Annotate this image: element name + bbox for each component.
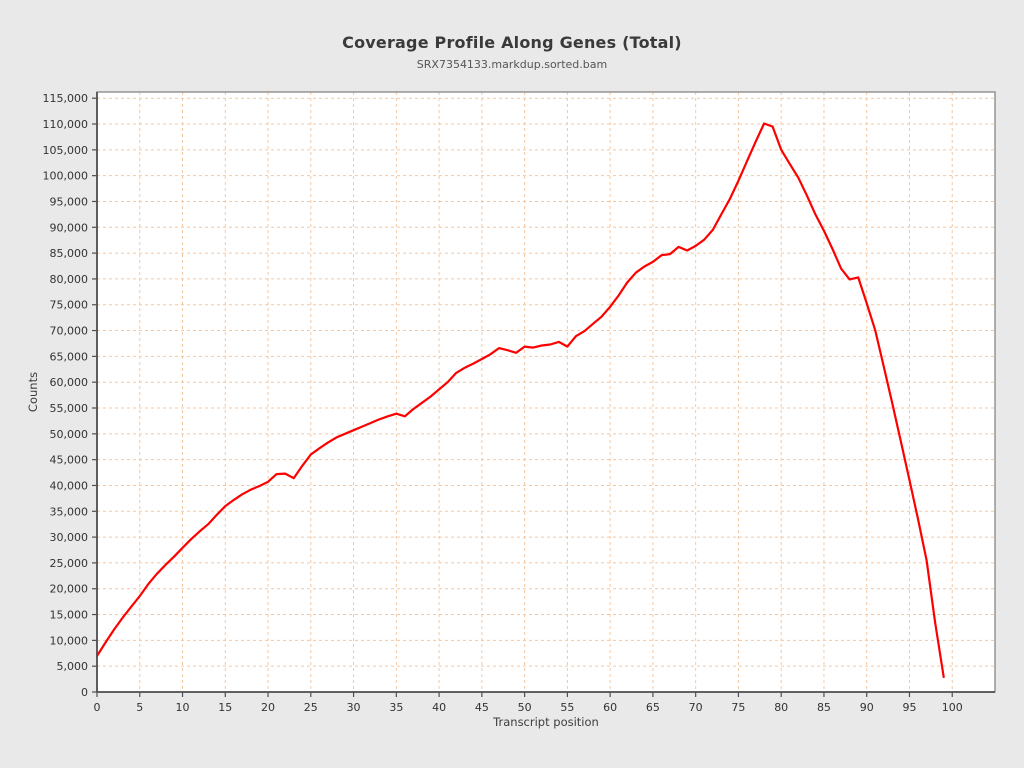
y-tick-label: 30,000 (50, 531, 89, 544)
x-tick-label: 20 (261, 701, 275, 714)
x-tick-label: 15 (218, 701, 232, 714)
y-tick-label: 100,000 (43, 170, 89, 183)
y-tick-label: 65,000 (50, 350, 89, 363)
y-tick-label: 35,000 (50, 505, 89, 518)
x-tick-label: 95 (902, 701, 916, 714)
y-tick-label: 25,000 (50, 557, 89, 570)
coverage-line (95, 122, 945, 679)
y-tick-label: 75,000 (50, 299, 89, 312)
y-tick-label: 45,000 (50, 454, 89, 467)
x-tick-label: 35 (389, 701, 403, 714)
y-tick-label: 20,000 (50, 583, 89, 596)
y-tick-label: 90,000 (50, 221, 89, 234)
plot-area (97, 92, 995, 692)
x-tick-label: 70 (689, 701, 703, 714)
x-tick-label: 45 (475, 701, 489, 714)
tick-labels: 0 5,000 10,000 15,000 20,000 25,000 30,000 35,0… (43, 92, 963, 714)
y-tick-label: 15,000 (50, 609, 89, 622)
y-tick-label: 70,000 (50, 325, 89, 338)
x-tick-label: 60 (603, 701, 617, 714)
y-tick-label: 115,000 (43, 92, 89, 105)
x-tick-label: 90 (860, 701, 874, 714)
x-tick-label: 100 (942, 701, 963, 714)
y-tick-label: 85,000 (50, 247, 89, 260)
y-tick-label: 60,000 (50, 376, 89, 389)
y-tick-label: 50,000 (50, 428, 89, 441)
x-tick-label: 50 (518, 701, 532, 714)
x-tick-label: 55 (560, 701, 574, 714)
y-tick-label: 55,000 (50, 402, 89, 415)
chart-title: Coverage Profile Along Genes (Total) (342, 33, 682, 52)
gridlines (96, 92, 995, 693)
x-tick-label: 10 (176, 701, 190, 714)
y-tick-label: 40,000 (50, 479, 89, 492)
y-tick-label: 95,000 (50, 195, 89, 208)
y-tick-label: 10,000 (50, 634, 89, 647)
x-tick-label: 25 (304, 701, 318, 714)
x-tick-label: 65 (646, 701, 660, 714)
chart-subtitle: SRX7354133.markdup.sorted.bam (416, 58, 608, 71)
x-tick-label: 40 (432, 701, 446, 714)
x-axis-title: Transcript position (492, 715, 599, 729)
y-tick-label: 5,000 (57, 660, 89, 673)
x-tick-label: 30 (347, 701, 361, 714)
tick-marks (92, 97, 953, 697)
x-tick-label: 75 (731, 701, 745, 714)
y-tick-label: 105,000 (43, 144, 89, 157)
y-tick-label: 80,000 (50, 273, 89, 286)
y-tick-label: 110,000 (43, 118, 89, 131)
x-tick-label: 5 (136, 701, 143, 714)
y-axis-title: Counts (26, 372, 40, 412)
y-tick-label: 0 (81, 686, 88, 699)
x-tick-label: 85 (817, 701, 831, 714)
x-tick-label: 80 (774, 701, 788, 714)
x-tick-label: 0 (94, 701, 101, 714)
